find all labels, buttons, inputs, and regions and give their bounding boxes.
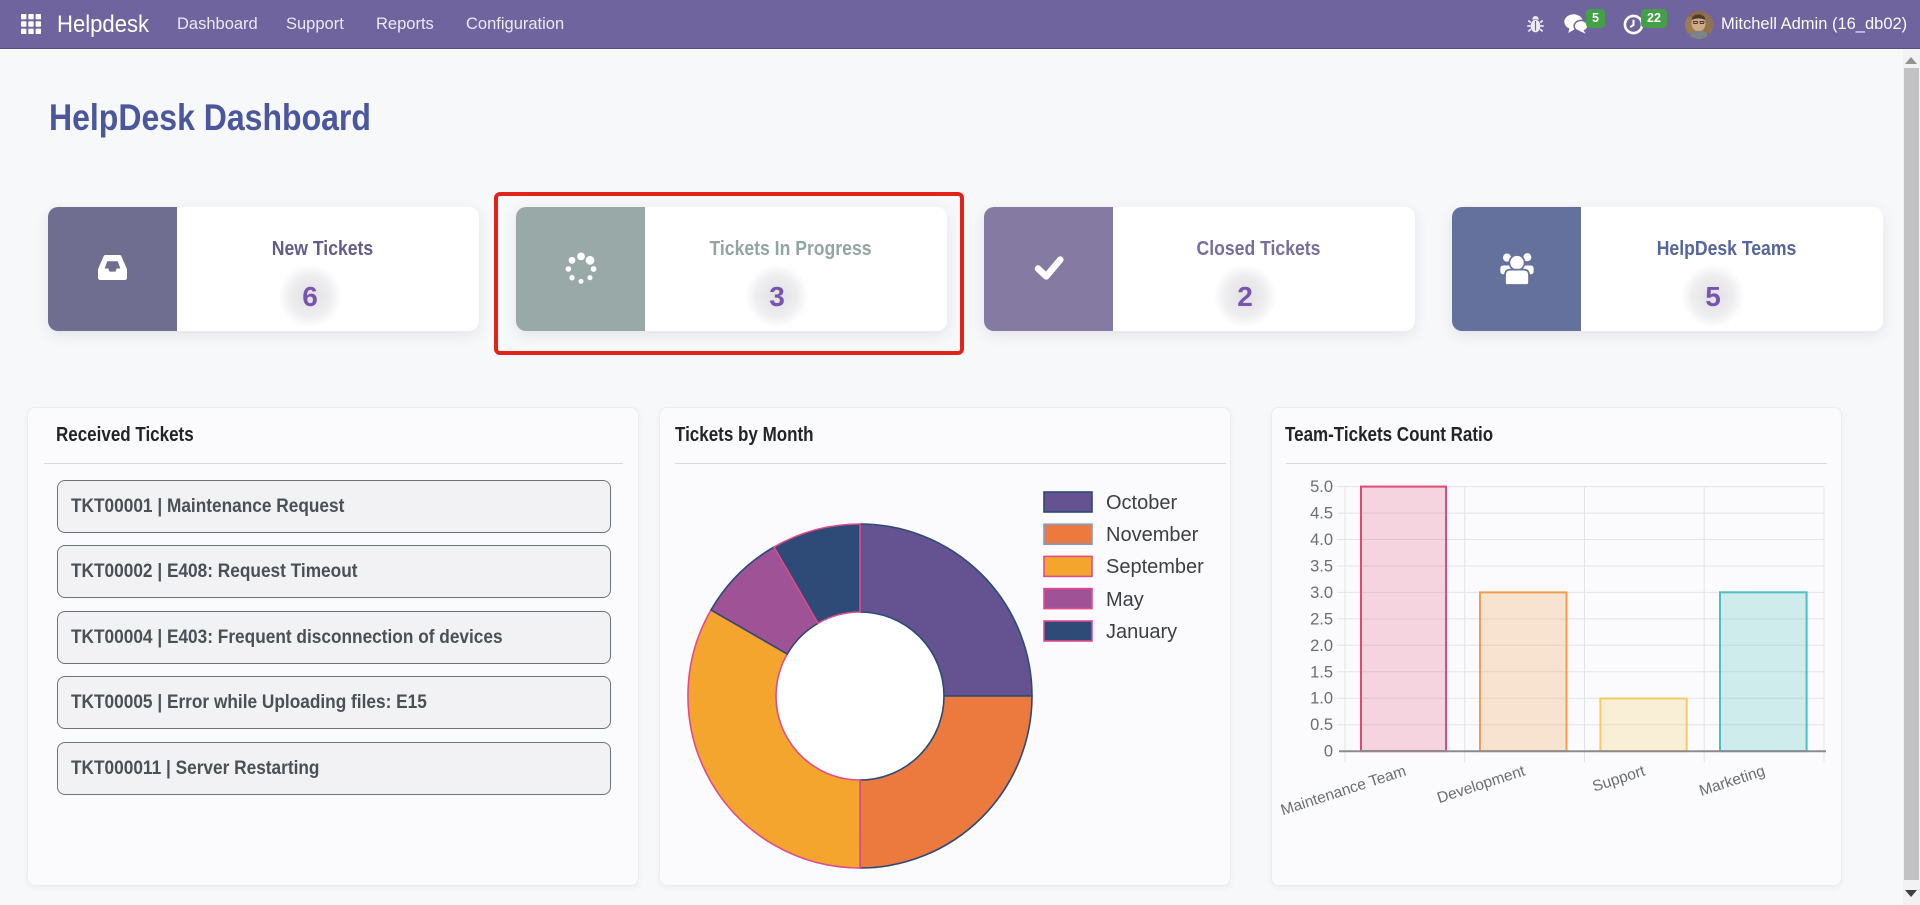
svg-text:January: January bbox=[1106, 621, 1177, 643]
svg-text:5.0: 5.0 bbox=[1310, 478, 1333, 496]
svg-text:Maintenance Team: Maintenance Team bbox=[1279, 763, 1409, 820]
svg-text:1.5: 1.5 bbox=[1310, 663, 1333, 681]
svg-text:3.5: 3.5 bbox=[1310, 558, 1333, 576]
svg-text:2.0: 2.0 bbox=[1310, 637, 1333, 655]
svg-text:September: September bbox=[1106, 556, 1204, 578]
svg-text:October: October bbox=[1106, 492, 1177, 514]
svg-text:1.0: 1.0 bbox=[1310, 690, 1333, 708]
svg-text:Development: Development bbox=[1435, 762, 1528, 807]
svg-text:3.0: 3.0 bbox=[1310, 584, 1333, 602]
svg-text:Marketing: Marketing bbox=[1697, 763, 1767, 800]
svg-text:4.0: 4.0 bbox=[1310, 531, 1333, 549]
svg-text:2.5: 2.5 bbox=[1310, 610, 1333, 628]
svg-text:0.5: 0.5 bbox=[1310, 716, 1333, 734]
svg-text:May: May bbox=[1106, 589, 1144, 611]
svg-text:4.5: 4.5 bbox=[1310, 505, 1333, 523]
svg-text:0: 0 bbox=[1324, 743, 1333, 761]
svg-text:November: November bbox=[1106, 524, 1199, 546]
svg-text:Support: Support bbox=[1590, 762, 1648, 795]
